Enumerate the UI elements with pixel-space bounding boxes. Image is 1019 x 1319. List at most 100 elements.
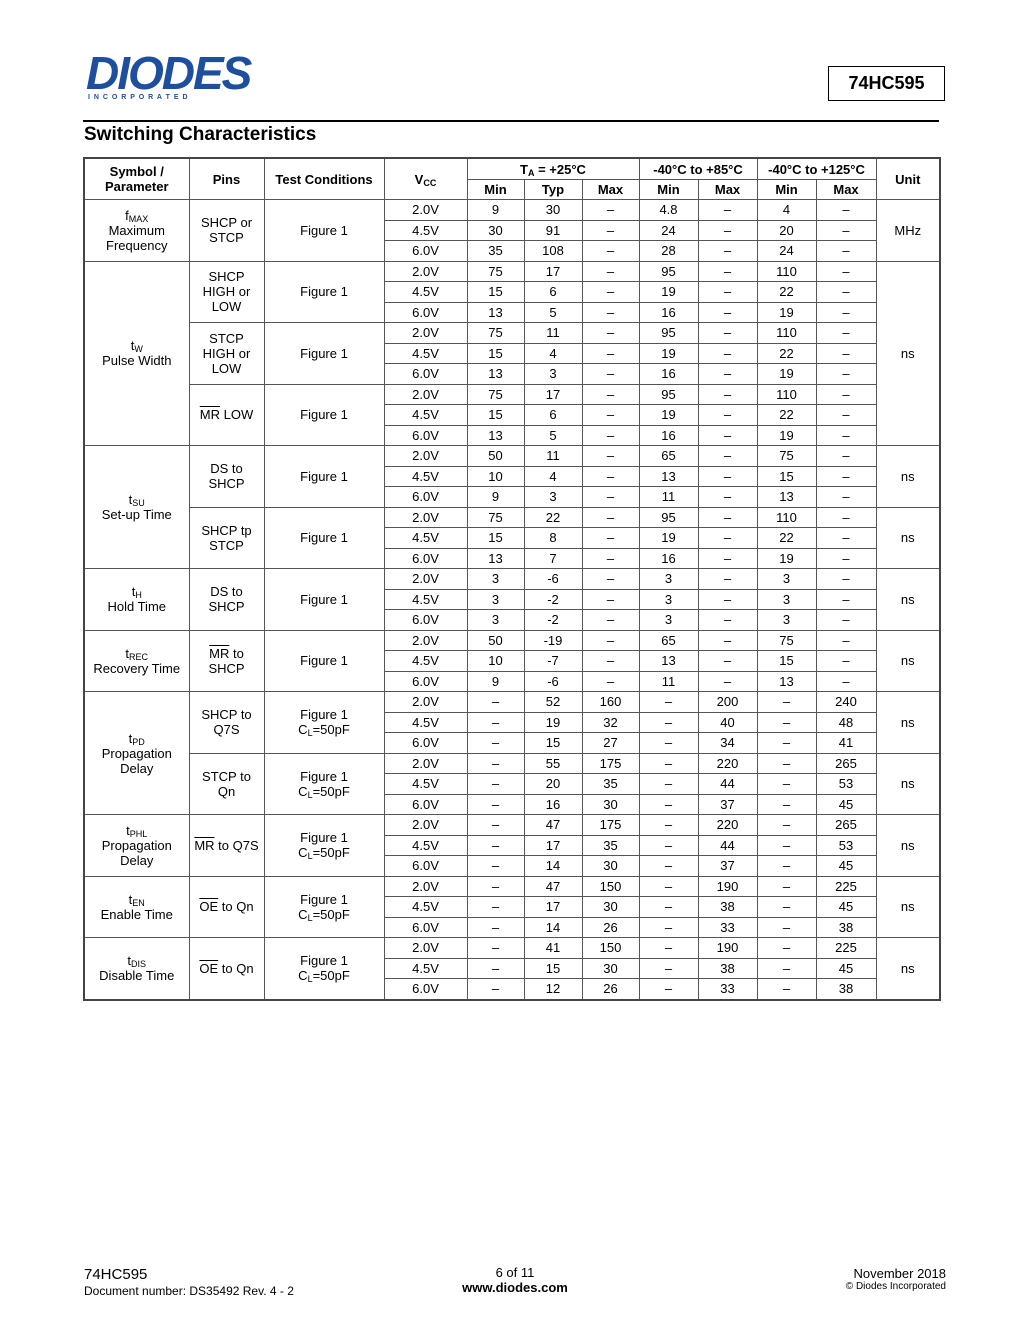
pins-cell: STCP to Qn: [188, 752, 265, 815]
text: 4: [549, 468, 557, 484]
value-cell: –: [756, 896, 817, 918]
line: Figure 1: [267, 892, 382, 907]
value-cell: –: [638, 691, 699, 713]
text: 35: [488, 243, 503, 259]
subscript: L: [307, 851, 313, 862]
line: Set-up Time: [87, 507, 187, 522]
symbol: tH: [87, 584, 187, 600]
vcc-cell: 4.5V: [383, 957, 468, 979]
line: HIGH or: [192, 346, 262, 361]
line: STCP: [192, 538, 262, 553]
text: 19: [779, 304, 794, 320]
text: t: [126, 822, 130, 838]
value-cell: -6: [523, 568, 583, 590]
value-cell: 3: [638, 609, 699, 631]
text: 45: [838, 899, 854, 915]
value-cell: 30: [466, 219, 525, 241]
unit-cell: ns: [875, 875, 941, 938]
value-cell: 12: [523, 978, 583, 1000]
text: Figure 1: [300, 768, 348, 784]
text: 4.8: [659, 202, 678, 218]
value-cell: 22: [756, 527, 817, 549]
data-row: 4.5V 15 8 – 19 – 22 –: [84, 527, 940, 549]
value-cell: 22: [756, 342, 817, 364]
text: –: [842, 325, 850, 341]
value-cell: 19: [523, 711, 583, 733]
text: 150: [599, 940, 622, 956]
conditions-cell: Figure 1 CL=50pF: [263, 814, 385, 877]
conditions-cell: Figure 1: [263, 629, 385, 692]
text: –: [842, 612, 850, 628]
text: 240: [835, 694, 857, 710]
value-cell: 17: [523, 834, 583, 856]
text: –: [664, 694, 673, 710]
text: –: [782, 837, 791, 853]
unit-cell: ns: [875, 937, 941, 1000]
text: 11: [546, 448, 560, 464]
text: HIGH or: [202, 284, 251, 300]
value-cell: –: [756, 793, 817, 815]
text: ns: [900, 591, 915, 607]
text: 150: [599, 878, 622, 894]
value-cell: 190: [697, 875, 758, 897]
text: –: [842, 489, 850, 505]
value-cell: –: [815, 568, 877, 590]
text: 19: [661, 407, 676, 423]
text: –: [664, 735, 673, 751]
header-cell: Min: [756, 179, 817, 200]
value-cell: –: [815, 301, 877, 323]
text: 19: [545, 714, 561, 730]
value-cell: –: [815, 506, 877, 528]
value-cell: 35: [581, 834, 640, 856]
text: –: [782, 919, 791, 935]
text: Figure 1: [300, 891, 348, 907]
value-cell: –: [466, 957, 525, 979]
text: –: [606, 448, 615, 464]
value-cell: 3: [756, 609, 817, 631]
text: 16: [661, 304, 676, 320]
footer-date: November 2018: [853, 1266, 947, 1281]
conditions-cell: Figure 1: [263, 199, 385, 262]
data-row: 6.0V – 16 30 – 37 – 45: [84, 793, 940, 815]
text: V: [414, 171, 424, 187]
text: 3: [549, 489, 557, 505]
text: Recovery Time: [93, 660, 181, 676]
data-row: SHCP tp STCP Figure 1 2.0V 75 22 – 95 – 110 – ns: [84, 506, 941, 569]
value-cell: –: [697, 342, 758, 364]
text: –: [664, 817, 673, 833]
value-cell: 15: [466, 342, 525, 364]
data-row: 6.0V – 12 26 – 33 – 38: [84, 978, 940, 1000]
text: 15: [488, 407, 503, 423]
text: –: [842, 571, 850, 587]
text: Min: [775, 182, 798, 197]
value-cell: 52: [523, 691, 583, 713]
pins-cell: OE to Qn: [188, 875, 265, 938]
text: –: [723, 673, 732, 689]
header-cell: Max: [697, 179, 758, 200]
text: –: [606, 243, 615, 259]
symbol-cell: tPHL Propagation Delay: [83, 814, 190, 877]
value-cell: –: [581, 424, 640, 446]
value-cell: 3: [638, 588, 699, 610]
value-cell: –: [815, 219, 877, 241]
line: Figure 1: [267, 953, 382, 968]
text: 38: [838, 919, 854, 935]
header-cell: Pins: [188, 157, 265, 200]
value-cell: 47: [523, 814, 583, 836]
symbol: tEN: [87, 892, 187, 908]
value-cell: –: [466, 691, 525, 713]
value-cell: 3: [756, 588, 817, 610]
text: MHz: [894, 222, 922, 238]
text: 41: [838, 735, 854, 751]
value-cell: –: [638, 773, 699, 795]
text: 6: [549, 284, 557, 300]
text: 15: [488, 284, 503, 300]
subscript: A: [527, 167, 535, 178]
text: STCP: [209, 230, 244, 246]
text: 30: [488, 222, 503, 238]
vcc-cell: 6.0V: [383, 547, 468, 569]
value-cell: –: [756, 957, 817, 979]
value-cell: 9: [466, 670, 525, 692]
text: 3: [664, 591, 673, 607]
text: –: [723, 222, 732, 238]
